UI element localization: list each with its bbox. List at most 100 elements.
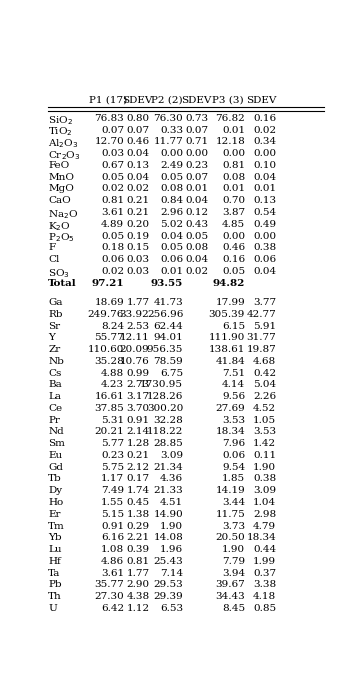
Text: K$_2$O: K$_2$O: [48, 220, 71, 233]
Text: 0.01: 0.01: [222, 185, 245, 194]
Text: 0.00: 0.00: [185, 149, 208, 158]
Text: 0.03: 0.03: [126, 267, 150, 276]
Text: 0.21: 0.21: [126, 196, 150, 205]
Text: 0.02: 0.02: [101, 185, 124, 194]
Text: 3.73: 3.73: [222, 521, 245, 530]
Text: 1.99: 1.99: [253, 557, 276, 566]
Text: 1.90: 1.90: [160, 521, 183, 530]
Text: 5.04: 5.04: [253, 380, 276, 389]
Text: 3.09: 3.09: [160, 451, 183, 460]
Text: 0.81: 0.81: [222, 161, 245, 170]
Text: 0.01: 0.01: [253, 185, 276, 194]
Text: 2.14: 2.14: [126, 427, 150, 437]
Text: 0.81: 0.81: [126, 557, 150, 566]
Text: 0.18: 0.18: [101, 243, 124, 253]
Text: 1.77: 1.77: [126, 568, 150, 578]
Text: 42.77: 42.77: [246, 310, 276, 318]
Text: Na$_2$O: Na$_2$O: [48, 208, 78, 221]
Text: Eu: Eu: [48, 451, 62, 460]
Text: 1.38: 1.38: [126, 510, 150, 519]
Text: 3.44: 3.44: [222, 498, 245, 507]
Text: 1.08: 1.08: [101, 545, 124, 554]
Text: 0.10: 0.10: [253, 161, 276, 170]
Text: P$_2$O$_5$: P$_2$O$_5$: [48, 232, 75, 244]
Text: Tb: Tb: [48, 475, 62, 483]
Text: 0.04: 0.04: [126, 149, 150, 158]
Text: SO$_3$: SO$_3$: [48, 267, 70, 280]
Text: P1 (17): P1 (17): [89, 96, 127, 105]
Text: 0.91: 0.91: [126, 416, 150, 424]
Text: 0.39: 0.39: [126, 545, 150, 554]
Text: 2.98: 2.98: [253, 510, 276, 519]
Text: 2.53: 2.53: [126, 322, 150, 331]
Text: 16.61: 16.61: [94, 392, 124, 401]
Text: 0.08: 0.08: [160, 185, 183, 194]
Text: 1.55: 1.55: [101, 498, 124, 507]
Text: 1.85: 1.85: [222, 475, 245, 483]
Text: 27.30: 27.30: [94, 592, 124, 601]
Text: 97.21: 97.21: [91, 278, 124, 288]
Text: 41.73: 41.73: [154, 298, 183, 307]
Text: Cr$_2$O$_3$: Cr$_2$O$_3$: [48, 149, 81, 162]
Text: Zr: Zr: [48, 345, 60, 354]
Text: Rb: Rb: [48, 310, 63, 318]
Text: 94.01: 94.01: [154, 333, 183, 342]
Text: 0.23: 0.23: [101, 451, 124, 460]
Text: 138.61: 138.61: [209, 345, 245, 354]
Text: 0.11: 0.11: [253, 451, 276, 460]
Text: 3.53: 3.53: [253, 427, 276, 437]
Text: 0.67: 0.67: [101, 161, 124, 170]
Text: 2.73: 2.73: [126, 380, 150, 389]
Text: 3.77: 3.77: [253, 298, 276, 307]
Text: La: La: [48, 392, 61, 401]
Text: 0.17: 0.17: [126, 475, 150, 483]
Text: Yb: Yb: [48, 533, 62, 543]
Text: 0.08: 0.08: [185, 243, 208, 253]
Text: 0.85: 0.85: [253, 604, 276, 613]
Text: SDEV: SDEV: [122, 96, 153, 105]
Text: 4.86: 4.86: [101, 557, 124, 566]
Text: 11.75: 11.75: [215, 510, 245, 519]
Text: 0.00: 0.00: [160, 149, 183, 158]
Text: 10.76: 10.76: [120, 357, 150, 366]
Text: 2.49: 2.49: [160, 161, 183, 170]
Text: 0.13: 0.13: [126, 161, 150, 170]
Text: 0.01: 0.01: [160, 267, 183, 276]
Text: 21.33: 21.33: [154, 486, 183, 495]
Text: SDEV: SDEV: [182, 96, 212, 105]
Text: 4.85: 4.85: [222, 220, 245, 229]
Text: 0.46: 0.46: [126, 137, 150, 147]
Text: 0.05: 0.05: [185, 232, 208, 240]
Text: 0.07: 0.07: [126, 126, 150, 134]
Text: 0.04: 0.04: [185, 255, 208, 264]
Text: 5.15: 5.15: [101, 510, 124, 519]
Text: 0.07: 0.07: [185, 172, 208, 182]
Text: Nd: Nd: [48, 427, 64, 437]
Text: 0.38: 0.38: [253, 243, 276, 253]
Text: 0.38: 0.38: [253, 475, 276, 483]
Text: 3.53: 3.53: [222, 416, 245, 424]
Text: 0.29: 0.29: [126, 521, 150, 530]
Text: 7.96: 7.96: [222, 439, 245, 448]
Text: 76.83: 76.83: [94, 114, 124, 123]
Text: Cs: Cs: [48, 369, 62, 378]
Text: CaO: CaO: [48, 196, 71, 205]
Text: 35.77: 35.77: [94, 581, 124, 589]
Text: 3.09: 3.09: [253, 486, 276, 495]
Text: 17.99: 17.99: [215, 298, 245, 307]
Text: Sm: Sm: [48, 439, 65, 448]
Text: FeO: FeO: [48, 161, 69, 170]
Text: 29.53: 29.53: [154, 581, 183, 589]
Text: 11.77: 11.77: [154, 137, 183, 147]
Text: 3.70: 3.70: [126, 404, 150, 413]
Text: 0.84: 0.84: [160, 196, 183, 205]
Text: 0.16: 0.16: [222, 255, 245, 264]
Text: 0.08: 0.08: [222, 172, 245, 182]
Text: 3.61: 3.61: [101, 208, 124, 217]
Text: 5.77: 5.77: [101, 439, 124, 448]
Text: 6.16: 6.16: [101, 533, 124, 543]
Text: 4.88: 4.88: [101, 369, 124, 378]
Text: 62.44: 62.44: [154, 322, 183, 331]
Text: 2.90: 2.90: [126, 581, 150, 589]
Text: 0.42: 0.42: [253, 369, 276, 378]
